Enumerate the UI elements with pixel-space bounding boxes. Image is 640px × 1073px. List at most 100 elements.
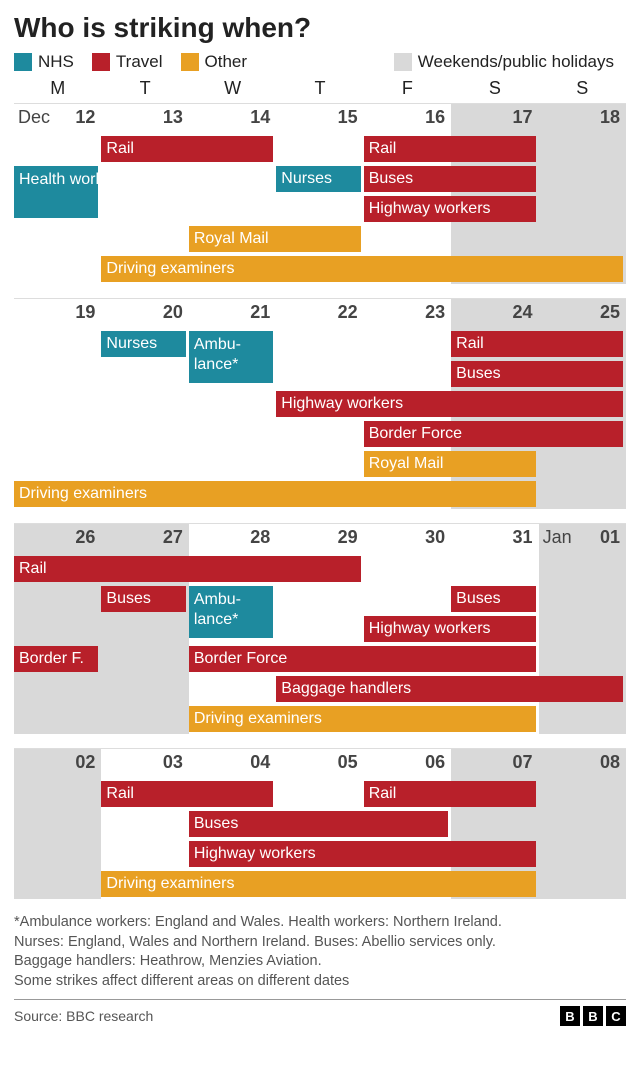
day-cell: Dec 12: [14, 104, 101, 134]
day-cell: 02: [14, 749, 101, 779]
bar-row: Border F.Border Force: [14, 644, 626, 674]
footnote-line: Baggage handlers: Heathrow, Menzies Avia…: [14, 952, 626, 972]
logo-letter: B: [583, 1006, 603, 1026]
day-number: 31: [513, 527, 533, 547]
bar-row: NursesAmbu-lance*Rail: [14, 329, 626, 359]
day-number: 30: [425, 527, 445, 547]
strike-bar: Rail: [451, 331, 623, 357]
strike-bar: Highway workers: [276, 391, 623, 417]
strike-bar: Rail: [14, 556, 361, 582]
strike-bar: Baggage handlers: [276, 676, 623, 702]
strike-bar: Buses: [101, 586, 185, 612]
day-cell: 07: [451, 749, 538, 779]
day-cell: 23: [364, 299, 451, 329]
strike-bar: Highway workers: [364, 196, 536, 222]
day-number: 20: [163, 302, 183, 322]
week: 262728293031Jan01RailBusesAmbu-lance*Bus…: [14, 523, 626, 734]
day-number: 16: [425, 107, 445, 127]
strike-bar: Rail: [101, 136, 273, 162]
strike-bar: Royal Mail: [189, 226, 361, 252]
strike-bar: Nurses: [276, 166, 360, 192]
day-cell: 20: [101, 299, 188, 329]
day-cell: 03: [101, 749, 188, 779]
footnotes: *Ambulance workers: England and Wales. H…: [14, 913, 626, 991]
strike-bar: Nurses: [101, 331, 185, 357]
day-number: 28: [250, 527, 270, 547]
bar-row: Royal Mail: [14, 224, 626, 254]
bar-row: Driving examiners: [14, 254, 626, 284]
strike-bar: Royal Mail: [364, 451, 536, 477]
day-cell: 13: [101, 104, 188, 134]
bar-row: Driving examiners: [14, 704, 626, 734]
legend-label: NHS: [38, 52, 74, 72]
day-cell: 22: [276, 299, 363, 329]
strike-bar: Rail: [364, 136, 536, 162]
day-cell: 25: [539, 299, 626, 329]
day-number: 14: [250, 107, 270, 127]
strike-bar: Border Force: [364, 421, 623, 447]
day-number: 05: [338, 752, 358, 772]
day-headers: MTWTFSS: [14, 78, 626, 99]
day-number: 23: [425, 302, 445, 322]
day-cell: 16: [364, 104, 451, 134]
day-number: 18: [600, 107, 620, 127]
day-cell: 17: [451, 104, 538, 134]
strike-bar: Buses: [189, 811, 448, 837]
day-header: T: [276, 78, 363, 99]
footnote-line: *Ambulance workers: England and Wales. H…: [14, 913, 626, 933]
bar-row: BusesAmbu-lance*Buses: [14, 584, 626, 614]
day-number: 07: [513, 752, 533, 772]
day-cell: 05: [276, 749, 363, 779]
week: Dec 12 13 14 15 16 17 18 Rail RailHealth workersN…: [14, 103, 626, 284]
day-number: 25: [600, 302, 620, 322]
day-cell: 15: [276, 104, 363, 134]
strike-bar: Highway workers: [189, 841, 536, 867]
day-number: 13: [163, 107, 183, 127]
logo-letter: C: [606, 1006, 626, 1026]
day-cell: 21: [189, 299, 276, 329]
day-cell: Jan01: [539, 524, 626, 554]
bar-row: Highway workers: [14, 839, 626, 869]
day-header: F: [364, 78, 451, 99]
day-cell: 19: [14, 299, 101, 329]
bar-row: Royal Mail: [14, 449, 626, 479]
calendar-grid: Dec12131415161718RailRailHealth workersN…: [14, 103, 626, 899]
bar-row: Buses: [14, 809, 626, 839]
day-number: 26: [75, 527, 95, 547]
day-number: 19: [75, 302, 95, 322]
month-label: Jan: [539, 527, 572, 548]
footnote-line: Nurses: England, Wales and Northern Irel…: [14, 933, 626, 953]
day-cell: 06: [364, 749, 451, 779]
strike-bar: Rail: [101, 781, 273, 807]
strike-bar: Rail: [364, 781, 536, 807]
bar-row: Highway workers: [14, 614, 626, 644]
day-header: S: [451, 78, 538, 99]
strike-bar: Driving examiners: [101, 256, 623, 282]
legend-swatch: [181, 53, 199, 71]
day-cell: 24: [451, 299, 538, 329]
bar-row: Rail Rail: [14, 779, 626, 809]
strike-bar: Driving examiners: [14, 481, 536, 507]
bar-row: Rail Rail: [14, 134, 626, 164]
day-cell: 26: [14, 524, 101, 554]
bbc-logo: BBC: [560, 1006, 626, 1026]
day-cell: 30: [364, 524, 451, 554]
day-header: W: [189, 78, 276, 99]
bar-row: Health workersNursesBuses: [14, 164, 626, 194]
day-number: 04: [250, 752, 270, 772]
day-number: 06: [425, 752, 445, 772]
week: 02030405060708RailRailBusesHighway worke…: [14, 748, 626, 899]
day-number: 27: [163, 527, 183, 547]
strike-bar: Buses: [451, 586, 535, 612]
month-label: Dec: [14, 107, 50, 128]
bar-row: Driving examiners: [14, 869, 626, 899]
strike-bar: Buses: [364, 166, 536, 192]
strike-bar: Highway workers: [364, 616, 536, 642]
day-cell: 14: [189, 104, 276, 134]
strike-bar: Buses: [451, 361, 623, 387]
day-cell: 28: [189, 524, 276, 554]
day-number: 21: [250, 302, 270, 322]
strike-bar: Driving examiners: [189, 706, 536, 732]
day-number: 12: [75, 107, 95, 127]
bar-row: Border Force: [14, 419, 626, 449]
